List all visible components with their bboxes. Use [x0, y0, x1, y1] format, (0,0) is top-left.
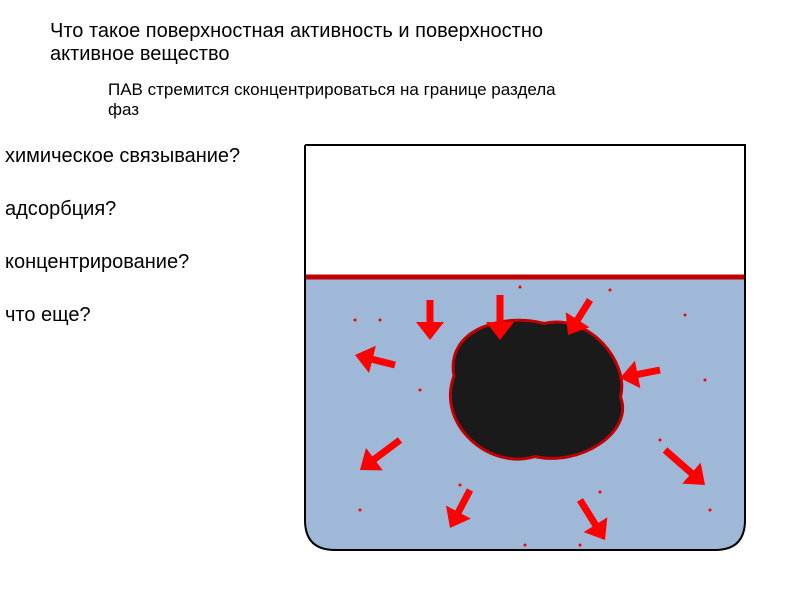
page-title: Что такое поверхностная активность и пов… [50, 20, 610, 66]
question-item: концентрирование? [5, 251, 240, 274]
question-item: что еще? [5, 304, 240, 327]
surfactant-diagram [300, 140, 750, 555]
question-item: адсорбция? [5, 198, 240, 221]
question-item: химическое связывание? [5, 145, 240, 168]
question-list: химическое связывание? адсорбция? концен… [5, 145, 240, 357]
diagram-svg [300, 140, 750, 555]
page-subtitle: ПАВ стремится сконцентрироваться на гран… [108, 80, 588, 120]
